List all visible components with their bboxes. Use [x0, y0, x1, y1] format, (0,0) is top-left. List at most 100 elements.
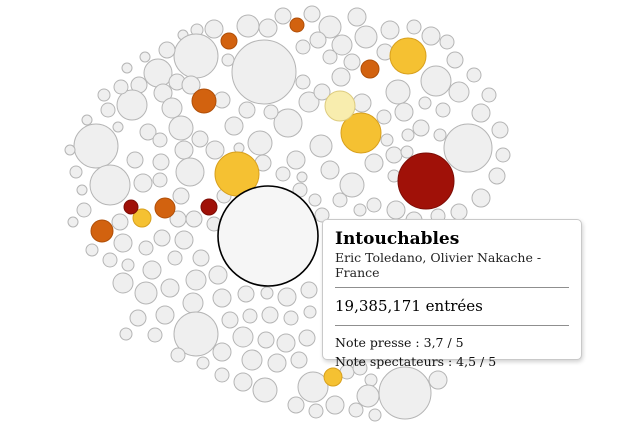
film-bubble[interactable]	[257, 331, 275, 349]
film-bubble[interactable]	[220, 32, 238, 50]
film-bubble[interactable]	[296, 171, 308, 183]
film-bubble[interactable]	[161, 97, 183, 119]
film-bubble[interactable]	[191, 130, 209, 148]
film-bubble[interactable]	[324, 90, 356, 122]
film-bubble[interactable]	[258, 18, 278, 38]
film-bubble[interactable]	[318, 15, 342, 39]
film-bubble[interactable]	[100, 102, 116, 118]
film-bubble[interactable]	[471, 188, 491, 208]
film-bubble[interactable]	[167, 250, 183, 266]
film-bubble[interactable]	[200, 198, 218, 216]
film-bubble[interactable]	[320, 160, 340, 180]
film-bubble[interactable]	[450, 203, 468, 221]
film-bubble[interactable]	[112, 272, 134, 294]
film-bubble[interactable]	[208, 265, 228, 285]
film-bubble[interactable]	[378, 366, 432, 420]
film-bubble[interactable]	[313, 83, 331, 101]
film-bubble[interactable]	[309, 31, 327, 49]
film-bubble[interactable]	[448, 81, 470, 103]
film-bubble[interactable]	[412, 119, 430, 137]
film-bubble[interactable]	[214, 367, 230, 383]
film-bubble[interactable]	[85, 243, 99, 257]
film-bubble[interactable]	[205, 140, 225, 160]
film-bubble[interactable]	[275, 166, 291, 182]
film-bubble[interactable]	[380, 20, 400, 40]
film-bubble[interactable]	[343, 53, 361, 71]
film-bubble[interactable]	[308, 193, 322, 207]
film-bubble[interactable]	[348, 402, 364, 418]
film-bubble[interactable]	[325, 395, 345, 415]
film-bubble[interactable]	[386, 200, 406, 220]
film-bubble[interactable]	[331, 67, 351, 87]
film-bubble[interactable]	[116, 89, 148, 121]
film-bubble[interactable]	[364, 373, 378, 387]
film-bubble[interactable]	[185, 269, 207, 291]
film-bubble[interactable]	[67, 216, 79, 228]
film-bubble[interactable]	[376, 109, 392, 125]
film-bubble[interactable]	[303, 305, 317, 319]
film-bubble[interactable]	[64, 144, 76, 156]
film-bubble[interactable]	[323, 367, 343, 387]
film-bubble[interactable]	[119, 327, 133, 341]
film-bubble[interactable]	[352, 93, 372, 113]
film-bubble[interactable]	[488, 167, 506, 185]
film-bubble[interactable]	[221, 311, 239, 329]
film-bubble[interactable]	[267, 353, 287, 373]
film-bubble[interactable]	[192, 249, 210, 267]
film-bubble[interactable]	[158, 41, 176, 59]
film-bubble[interactable]	[152, 172, 168, 188]
film-bubble[interactable]	[446, 51, 464, 69]
film-bubble[interactable]	[113, 233, 133, 253]
film-bubble[interactable]	[418, 96, 432, 110]
film-bubble[interactable]	[204, 19, 224, 39]
film-bubble[interactable]	[286, 150, 306, 170]
film-bubble[interactable]	[147, 327, 163, 343]
film-bubble[interactable]	[113, 79, 129, 95]
film-bubble[interactable]	[339, 172, 365, 198]
film-bubble[interactable]	[332, 192, 348, 208]
film-bubble[interactable]	[133, 173, 153, 193]
film-bubble[interactable]	[134, 281, 158, 305]
film-bubble[interactable]	[232, 326, 254, 348]
film-bubble[interactable]	[247, 130, 273, 156]
film-bubble[interactable]	[300, 281, 318, 299]
film-bubble[interactable]	[389, 37, 427, 75]
film-bubble[interactable]	[397, 152, 455, 210]
film-bubble[interactable]	[274, 7, 292, 25]
film-bubble[interactable]	[295, 74, 311, 90]
film-bubble[interactable]	[385, 79, 411, 105]
film-bubble[interactable]	[181, 75, 201, 95]
film-bubble[interactable]	[308, 403, 324, 419]
film-bubble[interactable]	[263, 104, 279, 120]
film-bubble[interactable]	[170, 347, 186, 363]
film-bubble[interactable]	[160, 278, 180, 298]
film-bubble[interactable]	[298, 329, 316, 347]
film-bubble[interactable]	[126, 151, 144, 169]
film-bubble[interactable]	[185, 210, 203, 228]
film-bubble[interactable]	[433, 128, 447, 142]
film-bubble[interactable]	[102, 252, 118, 268]
film-bubble[interactable]	[273, 108, 303, 138]
film-bubble[interactable]	[364, 153, 384, 173]
film-bubble[interactable]	[236, 14, 260, 38]
film-bubble[interactable]	[352, 360, 368, 376]
film-bubble[interactable]	[153, 229, 171, 247]
film-bubble[interactable]	[196, 356, 210, 370]
film-bubble[interactable]	[233, 372, 253, 392]
film-bubble[interactable]	[400, 145, 414, 159]
film-bubble[interactable]	[174, 140, 194, 160]
film-bubble[interactable]	[237, 285, 255, 303]
film-bubble[interactable]	[354, 25, 378, 49]
film-bubble[interactable]	[261, 306, 279, 324]
film-bubble[interactable]	[221, 53, 235, 67]
film-bubble[interactable]	[76, 184, 88, 196]
film-bubble[interactable]	[76, 202, 92, 218]
film-bubble[interactable]	[175, 157, 205, 187]
film-bubble[interactable]	[172, 187, 190, 205]
film-bubble-selected[interactable]	[217, 185, 319, 287]
film-bubble[interactable]	[322, 49, 338, 65]
film-bubble[interactable]	[309, 134, 333, 158]
film-bubble[interactable]	[368, 408, 382, 422]
film-bubble[interactable]	[241, 349, 263, 371]
film-bubble[interactable]	[353, 203, 367, 217]
